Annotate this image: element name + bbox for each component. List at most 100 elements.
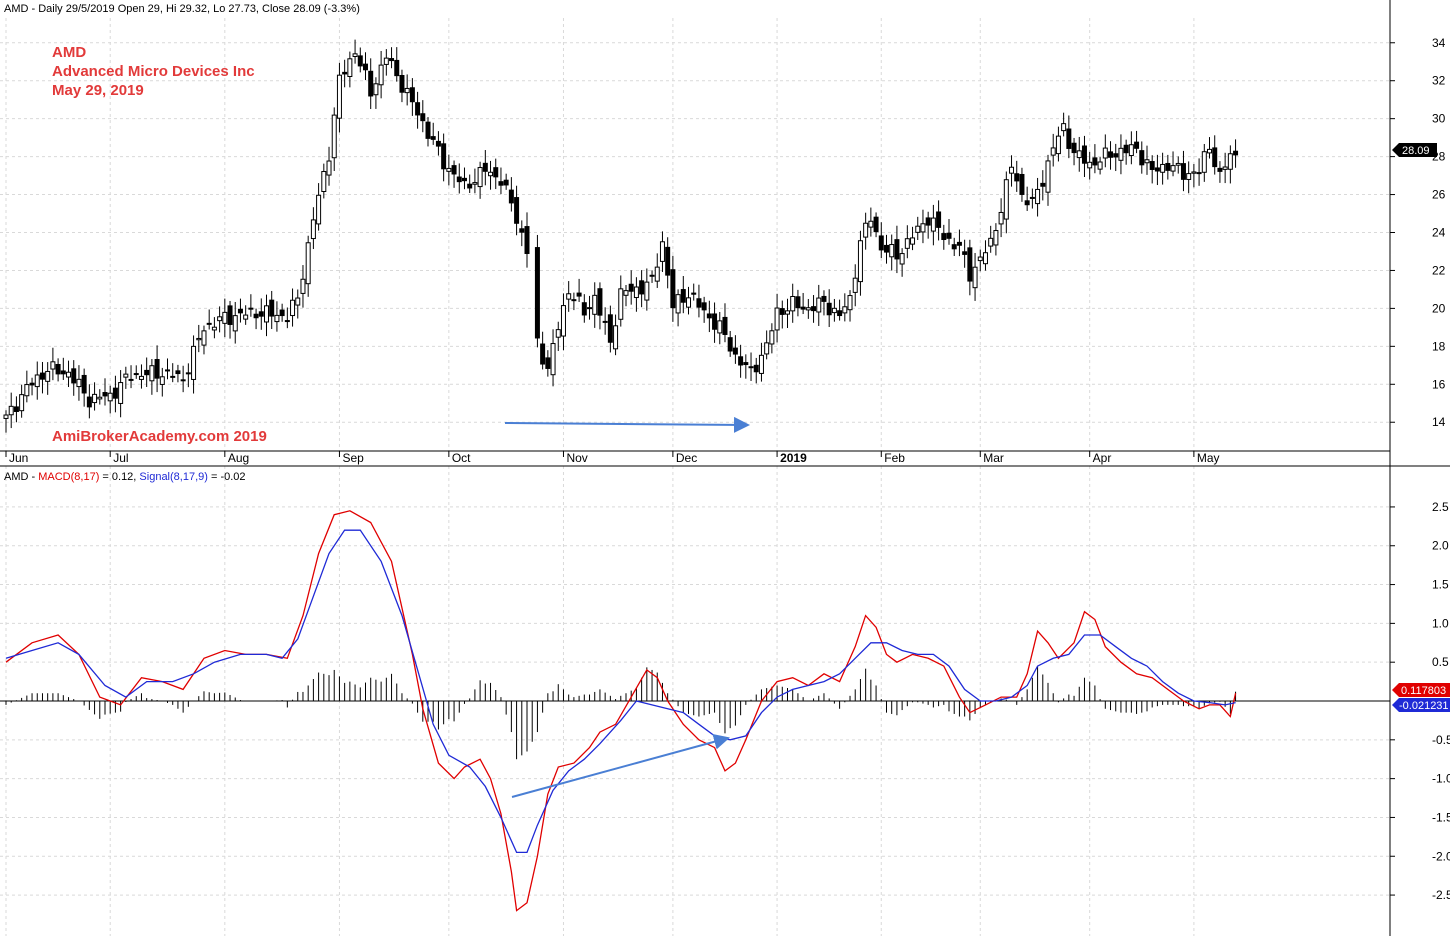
candle xyxy=(920,209,926,244)
candle-body-up xyxy=(196,337,202,341)
candle-body-up xyxy=(264,305,269,323)
candle xyxy=(555,321,561,351)
candle xyxy=(795,289,801,317)
candle xyxy=(686,286,692,315)
candle xyxy=(587,295,593,320)
candle-body-down xyxy=(514,197,520,224)
candle xyxy=(805,299,811,319)
candle xyxy=(71,360,77,396)
candle-body-up xyxy=(274,314,280,323)
candle xyxy=(925,211,931,239)
candle xyxy=(993,223,999,256)
candle xyxy=(310,207,316,250)
macd-header: AMD - MACD(8,17) = 0.12, Signal(8,17,9) … xyxy=(4,471,246,483)
candle xyxy=(873,212,879,238)
signal-header-value: = -0.02 xyxy=(208,471,246,483)
candle xyxy=(1175,156,1181,174)
candle xyxy=(118,370,124,418)
candle-body-up xyxy=(920,223,926,233)
signal-value-tag: -0.021231 xyxy=(1392,698,1450,712)
candle-body-up xyxy=(644,281,650,301)
candle xyxy=(446,154,452,186)
candle xyxy=(878,222,884,259)
candle-body-down xyxy=(534,247,540,339)
watermark: AmiBrokerAcademy.com 2019 xyxy=(52,428,267,445)
candle xyxy=(831,298,837,322)
candle-body-up xyxy=(1227,153,1233,170)
candle-body-up xyxy=(1055,135,1061,155)
candle xyxy=(128,365,134,389)
candle xyxy=(628,270,634,305)
candle xyxy=(717,311,723,345)
candle-body-up xyxy=(847,295,853,311)
candle xyxy=(1092,144,1098,174)
candle xyxy=(790,283,796,323)
candle xyxy=(399,69,405,103)
candle xyxy=(852,264,858,307)
candle-body-down xyxy=(482,162,488,172)
candle xyxy=(821,290,827,316)
candle-body-up xyxy=(316,194,322,225)
candle xyxy=(55,358,61,382)
candle xyxy=(1123,139,1129,165)
candle-body-up xyxy=(889,244,895,258)
candle xyxy=(1118,134,1124,175)
candle xyxy=(144,357,150,388)
candle-body-down xyxy=(1113,153,1119,158)
candle-body-down xyxy=(498,181,504,186)
x-tick-label: Aug xyxy=(228,451,249,465)
candle xyxy=(24,370,30,403)
candle xyxy=(66,360,72,388)
candle xyxy=(362,52,368,81)
candle xyxy=(472,168,478,194)
candle xyxy=(295,289,301,319)
candle xyxy=(779,300,785,329)
candle-body-down xyxy=(811,306,817,312)
y-tick-label-macd: 1.5 xyxy=(1432,578,1449,592)
candle xyxy=(883,234,889,264)
candle xyxy=(644,268,650,311)
candle-body-up xyxy=(805,307,811,311)
macd-divergence-arrow xyxy=(511,733,730,798)
candle-body-up xyxy=(290,299,296,317)
candle xyxy=(19,384,25,418)
candle-body-up xyxy=(618,288,624,320)
candle xyxy=(857,230,863,296)
candle-body-down xyxy=(519,228,525,233)
candle-body-down xyxy=(279,309,285,317)
candle xyxy=(92,382,98,411)
candle xyxy=(826,289,832,328)
candle-body-up xyxy=(217,316,223,322)
candle-body-down xyxy=(1014,173,1020,182)
candle xyxy=(1024,186,1030,211)
candle-body-down xyxy=(1196,172,1202,175)
candle xyxy=(545,350,551,377)
candle-body-up xyxy=(816,297,822,313)
candle xyxy=(1081,135,1087,178)
candle xyxy=(503,173,509,190)
candle xyxy=(941,224,947,250)
candle-body-up xyxy=(19,394,25,412)
candle xyxy=(1087,151,1093,180)
candle-body-up xyxy=(774,307,780,331)
candle-body-up xyxy=(675,294,681,314)
candle xyxy=(816,284,822,326)
candle-body-down xyxy=(712,313,718,330)
candle xyxy=(899,248,905,277)
candle xyxy=(1217,161,1223,183)
candle xyxy=(962,239,968,268)
candle-body-up xyxy=(1029,196,1035,199)
candle-body-down xyxy=(1019,173,1025,195)
candle xyxy=(618,275,624,327)
candle-body-up xyxy=(383,57,389,65)
candle-body-up xyxy=(373,83,379,96)
candle xyxy=(3,410,9,433)
candle xyxy=(404,74,410,106)
candle xyxy=(420,100,426,133)
candle-body-down xyxy=(170,375,176,378)
candle xyxy=(894,225,900,274)
candle xyxy=(1207,137,1213,159)
candle xyxy=(1050,133,1056,167)
candle xyxy=(592,282,598,328)
